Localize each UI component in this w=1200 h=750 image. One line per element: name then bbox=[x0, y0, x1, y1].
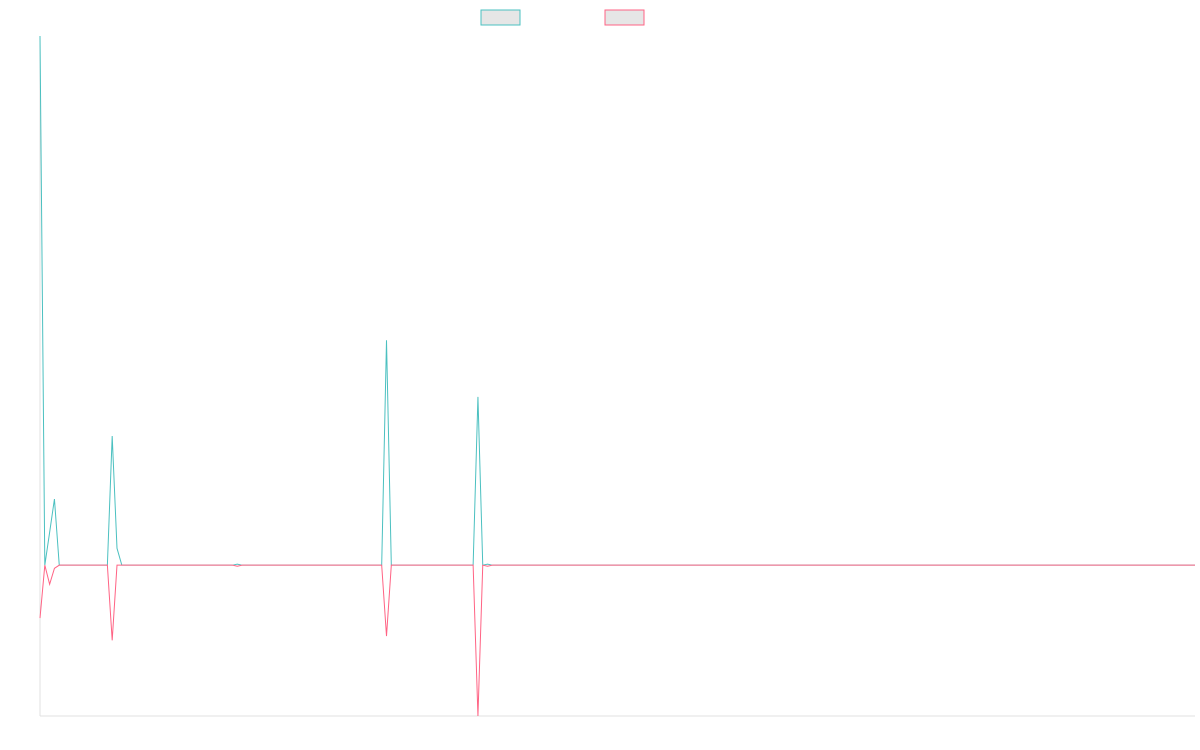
series-line bbox=[39, 564, 1195, 717]
series-line bbox=[39, 35, 1195, 566]
legend-swatch bbox=[480, 9, 521, 26]
legend-swatch bbox=[604, 9, 645, 26]
